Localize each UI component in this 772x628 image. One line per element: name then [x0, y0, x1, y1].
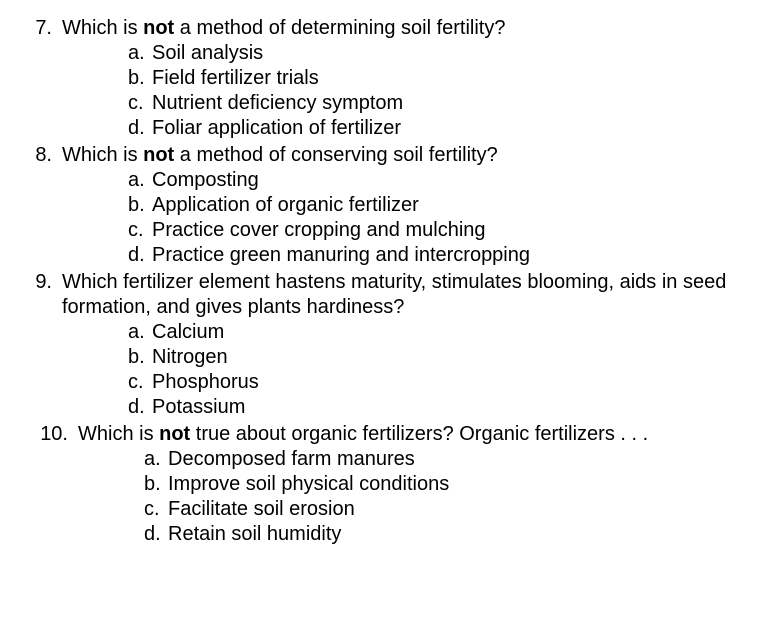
option-letter: a. [128, 168, 152, 193]
option-c: c.Practice cover cropping and mulching [128, 218, 750, 243]
question-line: 7. Which is not a method of determining … [22, 16, 750, 41]
question-line: 8. Which is not a method of conserving s… [22, 143, 750, 168]
option-letter: b. [128, 193, 152, 218]
question-prefix: Which is [62, 17, 143, 39]
option-text: Practice green manuring and intercroppin… [152, 243, 530, 268]
question-number: 8. [22, 143, 62, 168]
option-d: d.Retain soil humidity [144, 522, 750, 547]
option-list: a.Decomposed farm manures b.Improve soil… [144, 447, 750, 547]
question-suffix: a method of conserving soil fertility? [174, 144, 498, 166]
question-suffix: a method of determining soil fertility? [174, 17, 505, 39]
question-emph: not [159, 423, 190, 445]
option-text: Nutrient deficiency symptom [152, 91, 403, 116]
option-d: d.Potassium [128, 395, 750, 420]
question-prefix: Which is [78, 423, 159, 445]
option-letter: b. [128, 66, 152, 91]
option-c: c.Facilitate soil erosion [144, 497, 750, 522]
option-letter: b. [128, 345, 152, 370]
option-letter: d. [128, 243, 152, 268]
option-text: Soil analysis [152, 41, 263, 66]
option-text: Foliar application of fertilizer [152, 116, 401, 141]
option-text: Practice cover cropping and mulching [152, 218, 486, 243]
option-text: Application of organic fertilizer [152, 193, 419, 218]
option-letter: c. [128, 218, 152, 243]
option-text: Facilitate soil erosion [168, 497, 355, 522]
question-text-line2: formation, and gives plants hardiness? [62, 295, 750, 320]
question-prefix: Which is [62, 144, 143, 166]
option-text: Improve soil physical conditions [168, 472, 449, 497]
option-letter: d. [128, 116, 152, 141]
question-line: 10. Which is not true about organic fert… [22, 422, 750, 447]
option-letter: a. [128, 41, 152, 66]
option-d: d.Practice green manuring and intercropp… [128, 243, 750, 268]
option-c: c.Phosphorus [128, 370, 750, 395]
option-text: Potassium [152, 395, 245, 420]
option-a: a.Composting [128, 168, 750, 193]
option-b: b.Field fertilizer trials [128, 66, 750, 91]
option-b: b.Nitrogen [128, 345, 750, 370]
question-text: Which is not true about organic fertiliz… [78, 422, 750, 447]
option-text: Phosphorus [152, 370, 259, 395]
question-number: 7. [22, 16, 62, 41]
question-number: 9. [22, 270, 62, 295]
question-10: 10. Which is not true about organic fert… [22, 422, 750, 547]
option-letter: b. [144, 472, 168, 497]
option-a: a.Decomposed farm manures [144, 447, 750, 472]
option-text: Nitrogen [152, 345, 228, 370]
option-letter: d. [128, 395, 152, 420]
option-letter: c. [128, 370, 152, 395]
question-7: 7. Which is not a method of determining … [22, 16, 750, 141]
question-text: Which is not a method of determining soi… [62, 16, 750, 41]
question-number: 10. [22, 422, 78, 447]
question-line: 9. Which fertilizer element hastens matu… [22, 270, 750, 295]
question-emph: not [143, 144, 174, 166]
option-letter: a. [128, 320, 152, 345]
question-text: Which is not a method of conserving soil… [62, 143, 750, 168]
option-text: Composting [152, 168, 259, 193]
option-d: d.Foliar application of fertilizer [128, 116, 750, 141]
option-letter: d. [144, 522, 168, 547]
option-letter: c. [128, 91, 152, 116]
question-text: Which fertilizer element hastens maturit… [62, 270, 750, 295]
option-a: a.Soil analysis [128, 41, 750, 66]
option-text: Field fertilizer trials [152, 66, 319, 91]
option-a: a.Calcium [128, 320, 750, 345]
option-letter: c. [144, 497, 168, 522]
option-list: a.Composting b.Application of organic fe… [128, 168, 750, 268]
question-emph: not [143, 17, 174, 39]
question-suffix: true about organic fertilizers? Organic … [190, 423, 648, 445]
option-text: Decomposed farm manures [168, 447, 415, 472]
question-8: 8. Which is not a method of conserving s… [22, 143, 750, 268]
option-text: Calcium [152, 320, 224, 345]
option-b: b.Application of organic fertilizer [128, 193, 750, 218]
option-letter: a. [144, 447, 168, 472]
option-list: a.Soil analysis b.Field fertilizer trial… [128, 41, 750, 141]
question-prefix: Which fertilizer element hastens maturit… [62, 271, 726, 293]
option-c: c.Nutrient deficiency symptom [128, 91, 750, 116]
option-text: Retain soil humidity [168, 522, 341, 547]
option-b: b.Improve soil physical conditions [144, 472, 750, 497]
quiz-page: 7. Which is not a method of determining … [0, 0, 772, 565]
question-list: 7. Which is not a method of determining … [22, 16, 750, 547]
question-9: 9. Which fertilizer element hastens matu… [22, 270, 750, 420]
option-list: a.Calcium b.Nitrogen c.Phosphorus d.Pota… [128, 320, 750, 420]
